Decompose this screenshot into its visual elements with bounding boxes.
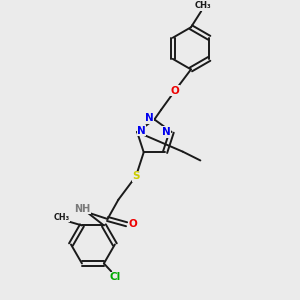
Text: O: O	[170, 86, 179, 96]
Text: N: N	[145, 113, 154, 123]
Text: N: N	[162, 127, 171, 137]
Text: O: O	[129, 219, 137, 229]
Text: CH₃: CH₃	[194, 2, 211, 10]
Text: CH₃: CH₃	[53, 213, 70, 222]
Text: S: S	[132, 171, 140, 181]
Text: NH: NH	[74, 204, 91, 214]
Text: Cl: Cl	[110, 272, 121, 282]
Text: N: N	[137, 125, 146, 136]
